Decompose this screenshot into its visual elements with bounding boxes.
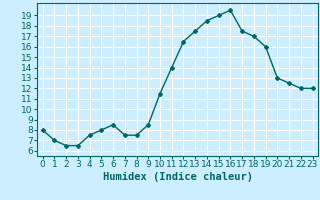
X-axis label: Humidex (Indice chaleur): Humidex (Indice chaleur) bbox=[103, 172, 252, 182]
